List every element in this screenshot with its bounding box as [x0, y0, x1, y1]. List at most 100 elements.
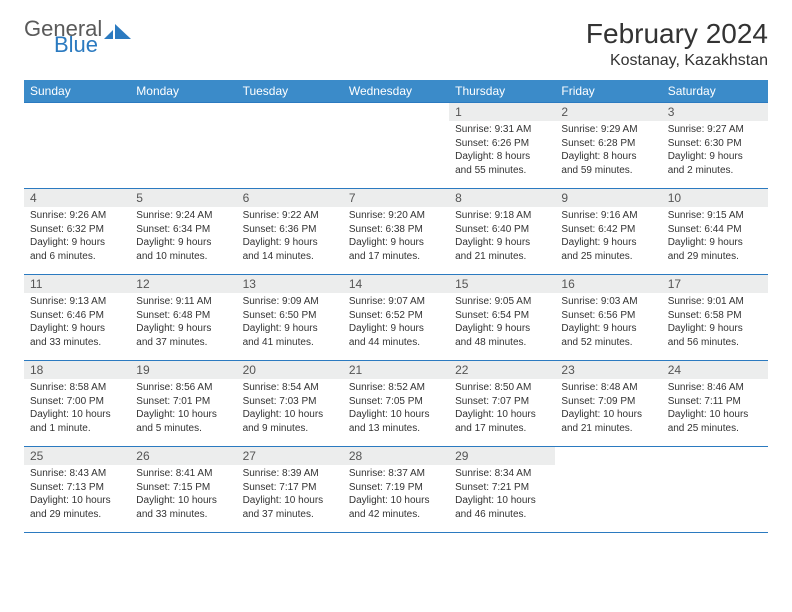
sunset-text: Sunset: 6:50 PM: [243, 309, 337, 323]
daylight-text: Daylight: 9 hours and 10 minutes.: [136, 236, 230, 263]
day-number: 24: [662, 361, 768, 379]
sunset-text: Sunset: 6:26 PM: [455, 137, 549, 151]
sunrise-text: Sunrise: 9:11 AM: [136, 295, 230, 309]
weekday-header: Thursday: [449, 80, 555, 103]
calendar-cell: [343, 103, 449, 189]
calendar-cell: 5Sunrise: 9:24 AMSunset: 6:34 PMDaylight…: [130, 189, 236, 275]
day-number: 17: [662, 275, 768, 293]
day-number: 9: [555, 189, 661, 207]
daylight-text: Daylight: 10 hours and 37 minutes.: [243, 494, 337, 521]
sunrise-text: Sunrise: 9:13 AM: [30, 295, 124, 309]
day-number: 3: [662, 103, 768, 121]
daylight-text: Daylight: 9 hours and 41 minutes.: [243, 322, 337, 349]
sunrise-text: Sunrise: 9:03 AM: [561, 295, 655, 309]
sunrise-text: Sunrise: 9:09 AM: [243, 295, 337, 309]
calendar-cell: 28 Sunrise: 8:37 AMSunset: 7:19 PMDayligh…: [343, 447, 449, 533]
sunset-text: Sunset: 6:42 PM: [561, 223, 655, 237]
sunset-text: Sunset: 6:32 PM: [30, 223, 124, 237]
location-label: Kostanay, Kazakhstan: [586, 52, 768, 70]
sunset-text: Sunset: 7:07 PM: [455, 395, 549, 409]
daylight-text: Daylight: 10 hours and 46 minutes.: [455, 494, 549, 521]
day-info: Sunrise: 9:03 AMSunset: 6:56 PMDaylight:…: [555, 293, 661, 351]
daylight-text: Daylight: 9 hours and 37 minutes.: [136, 322, 230, 349]
sunrise-text: Sunrise: 8:50 AM: [455, 381, 549, 395]
calendar-cell: 22Sunrise: 8:50 AMSunset: 7:07 PMDayligh…: [449, 361, 555, 447]
title-block: February 2024 Kostanay, Kazakhstan: [586, 18, 768, 70]
sunrise-text: Sunrise: 8:52 AM: [349, 381, 443, 395]
sunrise-text: Sunrise: 8:43 AM: [30, 467, 124, 481]
day-number: 7: [343, 189, 449, 207]
sunrise-text: Sunrise: 9:26 AM: [30, 209, 124, 223]
sunrise-text: Sunrise: 9:29 AM: [561, 123, 655, 137]
calendar-cell: 10Sunrise: 9:15 AMSunset: 6:44 PMDayligh…: [662, 189, 768, 275]
brand-part2: Blue: [54, 34, 132, 56]
calendar-cell: 12Sunrise: 9:11 AMSunset: 6:48 PMDayligh…: [130, 275, 236, 361]
day-number: 2: [555, 103, 661, 121]
sunset-text: Sunset: 6:36 PM: [243, 223, 337, 237]
calendar-cell: [237, 103, 343, 189]
calendar-cell: 13Sunrise: 9:09 AMSunset: 6:50 PMDayligh…: [237, 275, 343, 361]
daylight-text: Daylight: 9 hours and 52 minutes.: [561, 322, 655, 349]
calendar-cell: 6Sunrise: 9:22 AMSunset: 6:36 PMDaylight…: [237, 189, 343, 275]
day-number: 11: [24, 275, 130, 293]
daylight-text: Daylight: 9 hours and 48 minutes.: [455, 322, 549, 349]
calendar-cell: 7Sunrise: 9:20 AMSunset: 6:38 PMDaylight…: [343, 189, 449, 275]
brand-logo: GeneralBlue: [24, 18, 132, 56]
calendar-cell: 16Sunrise: 9:03 AMSunset: 6:56 PMDayligh…: [555, 275, 661, 361]
sunset-text: Sunset: 7:21 PM: [455, 481, 549, 495]
weekday-header-row: Sunday Monday Tuesday Wednesday Thursday…: [24, 80, 768, 103]
calendar-cell: 18Sunrise: 8:58 AMSunset: 7:00 PMDayligh…: [24, 361, 130, 447]
sunset-text: Sunset: 6:58 PM: [668, 309, 762, 323]
daylight-text: Daylight: 10 hours and 42 minutes.: [349, 494, 443, 521]
day-number: 14: [343, 275, 449, 293]
day-info: Sunrise: 9:01 AMSunset: 6:58 PMDaylight:…: [662, 293, 768, 351]
daylight-text: Daylight: 9 hours and 14 minutes.: [243, 236, 337, 263]
calendar-cell: 4Sunrise: 9:26 AMSunset: 6:32 PMDaylight…: [24, 189, 130, 275]
calendar-cell: [130, 103, 236, 189]
sunset-text: Sunset: 7:09 PM: [561, 395, 655, 409]
day-number: 18: [24, 361, 130, 379]
sunrise-text: Sunrise: 9:01 AM: [668, 295, 762, 309]
sunset-text: Sunset: 7:13 PM: [30, 481, 124, 495]
day-info: Sunrise: 9:11 AMSunset: 6:48 PMDaylight:…: [130, 293, 236, 351]
sunrise-text: Sunrise: 9:24 AM: [136, 209, 230, 223]
calendar-cell: 27Sunrise: 8:39 AMSunset: 7:17 PMDayligh…: [237, 447, 343, 533]
day-number: 5: [130, 189, 236, 207]
day-info: Sunrise: 9:07 AMSunset: 6:52 PMDaylight:…: [343, 293, 449, 351]
sunrise-text: Sunrise: 8:37 AM: [349, 467, 443, 481]
day-info: Sunrise: 9:31 AMSunset: 6:26 PMDaylight:…: [449, 121, 555, 179]
calendar-cell: 1Sunrise: 9:31 AMSunset: 6:26 PMDaylight…: [449, 103, 555, 189]
day-info: Sunrise: 8:50 AMSunset: 7:07 PMDaylight:…: [449, 379, 555, 437]
calendar-week-row: 1Sunrise: 9:31 AMSunset: 6:26 PMDaylight…: [24, 103, 768, 189]
day-number: 28: [343, 447, 449, 465]
sunrise-text: Sunrise: 8:54 AM: [243, 381, 337, 395]
sunrise-text: Sunrise: 8:48 AM: [561, 381, 655, 395]
calendar-cell: 24Sunrise: 8:46 AMSunset: 7:11 PMDayligh…: [662, 361, 768, 447]
daylight-text: Daylight: 10 hours and 1 minute.: [30, 408, 124, 435]
day-info: Sunrise: 9:13 AMSunset: 6:46 PMDaylight:…: [24, 293, 130, 351]
calendar-week-row: 25Sunrise: 8:43 AMSunset: 7:13 PMDayligh…: [24, 447, 768, 533]
calendar-cell: [555, 447, 661, 533]
day-number: 29: [449, 447, 555, 465]
daylight-text: Daylight: 9 hours and 44 minutes.: [349, 322, 443, 349]
sunrise-text: Sunrise: 9:20 AM: [349, 209, 443, 223]
sunrise-text: Sunrise: 9:07 AM: [349, 295, 443, 309]
day-info: Sunrise: 9:15 AMSunset: 6:44 PMDaylight:…: [662, 207, 768, 265]
weekday-header: Monday: [130, 80, 236, 103]
day-number: 16: [555, 275, 661, 293]
calendar-body: 1Sunrise: 9:31 AMSunset: 6:26 PMDaylight…: [24, 103, 768, 533]
calendar-week-row: 18Sunrise: 8:58 AMSunset: 7:00 PMDayligh…: [24, 361, 768, 447]
sunset-text: Sunset: 7:19 PM: [349, 481, 443, 495]
day-info: Sunrise: 8:58 AMSunset: 7:00 PMDaylight:…: [24, 379, 130, 437]
sunset-text: Sunset: 7:17 PM: [243, 481, 337, 495]
day-info: Sunrise: 9:26 AMSunset: 6:32 PMDaylight:…: [24, 207, 130, 265]
sunset-text: Sunset: 6:54 PM: [455, 309, 549, 323]
sunrise-text: Sunrise: 9:05 AM: [455, 295, 549, 309]
weekday-header: Wednesday: [343, 80, 449, 103]
calendar-cell: 26Sunrise: 8:41 AMSunset: 7:15 PMDayligh…: [130, 447, 236, 533]
calendar-cell: 19Sunrise: 8:56 AMSunset: 7:01 PMDayligh…: [130, 361, 236, 447]
day-info: Sunrise: 8:39 AMSunset: 7:17 PMDaylight:…: [237, 465, 343, 523]
calendar-cell: 21Sunrise: 8:52 AMSunset: 7:05 PMDayligh…: [343, 361, 449, 447]
day-info: Sunrise: 8:52 AMSunset: 7:05 PMDaylight:…: [343, 379, 449, 437]
sunrise-text: Sunrise: 8:41 AM: [136, 467, 230, 481]
